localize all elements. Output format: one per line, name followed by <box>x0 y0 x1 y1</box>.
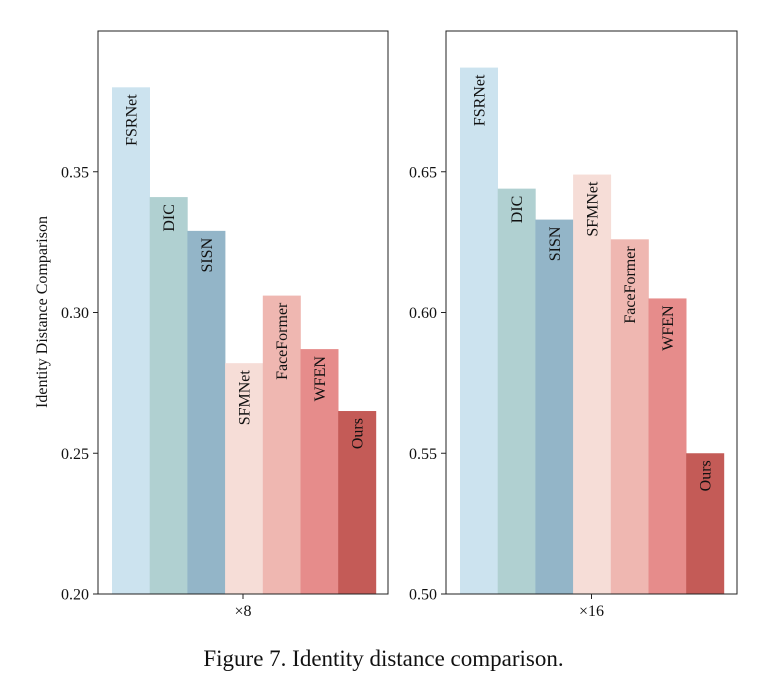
bar-label-faceformer-x8: FaceFormer <box>274 302 291 380</box>
bar-ours-x8 <box>338 411 377 594</box>
chart-panel-x8: FSRNet DIC SISN SFMNet FaceFormer WFEN Ours 0.2… <box>61 30 389 620</box>
bar-label-faceformer-x16: FaceFormer <box>622 246 639 324</box>
y-tick-label-x8: 0.20 <box>61 587 89 604</box>
chart-figure: Identity Distance Comparison FSRNet DIC SI… <box>34 30 738 620</box>
bar-wfen-x16 <box>648 298 687 594</box>
bar-sisn-x8 <box>187 230 226 594</box>
bar-sisn-x16 <box>535 219 574 594</box>
bar-faceformer-x8 <box>262 295 301 594</box>
bar-label-sisn-x8: SISN <box>199 237 216 272</box>
bar-label-wfen-x16: WFEN <box>660 305 677 351</box>
bar-wfen-x8 <box>300 349 339 594</box>
bar-faceformer-x16 <box>610 239 649 594</box>
bar-label-dic-x8: DIC <box>161 204 178 232</box>
y-axis-label: Identity Distance Comparison <box>34 216 51 408</box>
bar-ours-x16 <box>686 453 725 594</box>
bar-label-sfmnet-x16: SFMNet <box>584 181 601 237</box>
x-tick-label-x16: ×16 <box>579 603 604 620</box>
chart-panel-x16: FSRNet DIC SISN SFMNet FaceFormer WFEN Ours 0.5… <box>409 30 738 620</box>
bar-label-sisn-x16: SISN <box>547 226 564 261</box>
bar-label-ours-x8: Ours <box>350 418 367 449</box>
bar-fsrnet-x16 <box>460 67 498 595</box>
bar-label-fsrnet-x8: FSRNet <box>123 94 140 146</box>
y-tick-label-x8: 0.25 <box>61 446 89 463</box>
bar-label-fsrnet-x16: FSRNet <box>471 74 488 126</box>
y-tick-label-x16: 0.60 <box>409 305 437 322</box>
figure-caption: Figure 7. Identity distance comparison. <box>203 646 564 671</box>
x-tick-label-x8: ×8 <box>234 603 251 620</box>
y-tick-label-x16: 0.50 <box>409 587 437 604</box>
y-tick-label-x8: 0.30 <box>61 305 89 322</box>
bar-label-wfen-x8: WFEN <box>312 356 329 402</box>
bar-fsrnet-x8 <box>112 87 150 595</box>
y-tick-label-x8: 0.35 <box>61 164 89 181</box>
bar-dic-x8 <box>149 197 188 594</box>
y-tick-label-x16: 0.65 <box>409 164 437 181</box>
bar-dic-x16 <box>497 188 536 594</box>
bar-sfmnet-x8 <box>225 363 264 594</box>
bar-label-sfmnet-x8: SFMNet <box>236 370 253 426</box>
bar-label-ours-x16: Ours <box>698 460 715 491</box>
y-tick-label-x16: 0.55 <box>409 446 437 463</box>
bar-sfmnet-x16 <box>573 174 612 594</box>
bar-label-dic-x16: DIC <box>509 196 526 224</box>
